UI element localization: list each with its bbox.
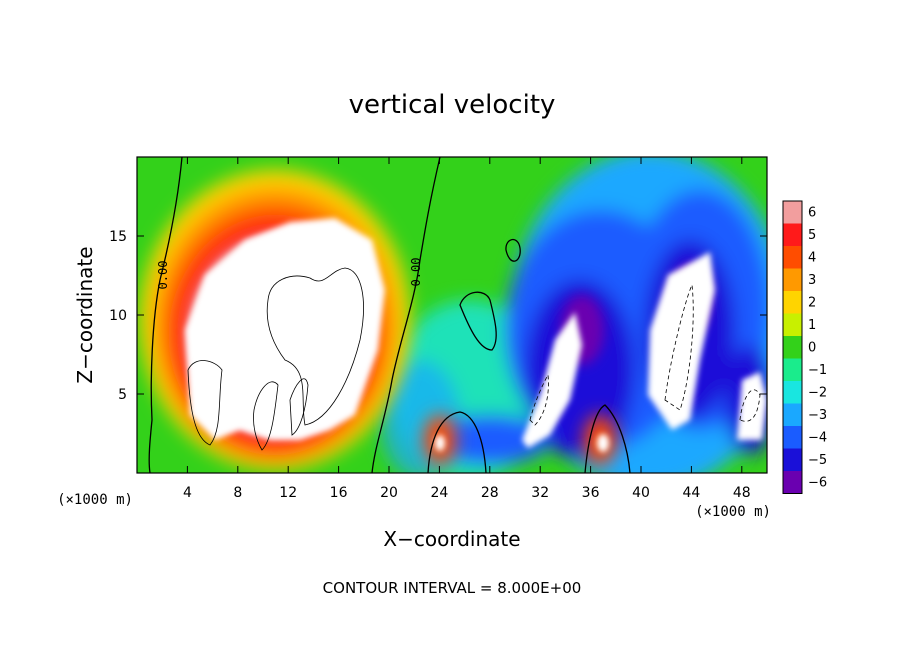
colorbar-label: −2 (808, 385, 827, 400)
chart-title: vertical velocity (349, 90, 556, 120)
x-tick-label: 44 (682, 485, 700, 501)
colorbar-label: 1 (808, 318, 816, 333)
colorbar-swatch (783, 358, 802, 381)
x-tick-label: 4 (183, 485, 192, 501)
colorbar-swatch (783, 268, 802, 291)
x-tick-label: 12 (279, 485, 297, 501)
colorbar-label: −5 (808, 453, 827, 468)
y-tick-label: 10 (109, 308, 127, 324)
x-tick-label: 28 (481, 485, 499, 501)
y-tick-label: 15 (109, 229, 127, 245)
contour-label-left: 0.00 (156, 261, 170, 290)
colorbar-label: 6 (808, 205, 816, 220)
heatmap-field: 0.00 0.00 (137, 157, 767, 473)
x-tick-label: 40 (632, 485, 650, 501)
colorbar-frame (782, 200, 803, 494)
colorbar-swatch (783, 448, 802, 471)
colorbar-label: 3 (808, 273, 816, 288)
colorbar-label: −3 (808, 408, 827, 423)
y-axis: 5 10 15 (109, 229, 767, 403)
colorbar-label: 5 (808, 228, 816, 243)
colorbar: 6 5 4 3 2 1 0 −1 −2 −3 −4 −5 −6 (782, 200, 827, 494)
colorbar-swatch (783, 291, 802, 314)
y-axis-label: Z−coordinate (73, 246, 97, 383)
colorbar-label: 2 (808, 295, 816, 310)
colorbar-label: −1 (808, 363, 827, 378)
x-axis: 4 8 12 16 20 24 28 32 36 40 44 48 (183, 157, 751, 501)
contour-label-middle: 0.00 (409, 258, 423, 287)
colorbar-swatch (783, 381, 802, 404)
contour-interval-note: CONTOUR INTERVAL = 8.000E+00 (323, 579, 582, 597)
x-tick-label: 32 (531, 485, 549, 501)
colorbar-label: −6 (808, 475, 827, 490)
x-tick-label: 8 (233, 485, 242, 501)
y-tick-label: 5 (118, 387, 127, 403)
colorbar-swatch (783, 201, 802, 224)
colorbar-label: 0 (808, 340, 816, 355)
colorbar-label: 4 (808, 250, 816, 265)
colorbar-swatch (783, 426, 802, 449)
x-tick-label: 24 (430, 485, 448, 501)
colorbar-swatch (783, 471, 802, 494)
colorbar-swatch (783, 313, 802, 336)
x-unit-label-right: (×1000 m) (695, 504, 771, 520)
x-tick-label: 20 (380, 485, 398, 501)
colorbar-swatch (783, 246, 802, 269)
x-unit-label-left: (×1000 m) (57, 492, 133, 508)
x-axis-label: X−coordinate (383, 527, 520, 551)
colorbar-label: −4 (808, 430, 827, 445)
x-tick-label: 48 (733, 485, 751, 501)
colorbar-swatch (783, 223, 802, 246)
x-tick-label: 16 (330, 485, 348, 501)
x-tick-label: 36 (582, 485, 600, 501)
colorbar-swatch (783, 336, 802, 359)
colorbar-swatch (783, 403, 802, 426)
